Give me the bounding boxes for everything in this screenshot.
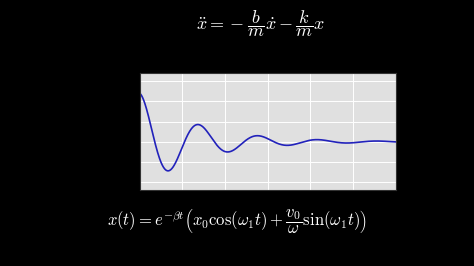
Y-axis label: x [m]: x [m]: [102, 121, 112, 143]
X-axis label: t [s]: t [s]: [260, 205, 275, 215]
Text: $x(t) = e^{-\beta t}\left(x_0\cos(\omega_1 t) + \dfrac{v_0}{\omega}\sin(\omega_1: $x(t) = e^{-\beta t}\left(x_0\cos(\omega…: [107, 207, 367, 235]
Text: $\ddot{x} = -\dfrac{b}{m}\dot{x} - \dfrac{k}{m}x$: $\ddot{x} = -\dfrac{b}{m}\dot{x} - \dfra…: [196, 8, 326, 39]
